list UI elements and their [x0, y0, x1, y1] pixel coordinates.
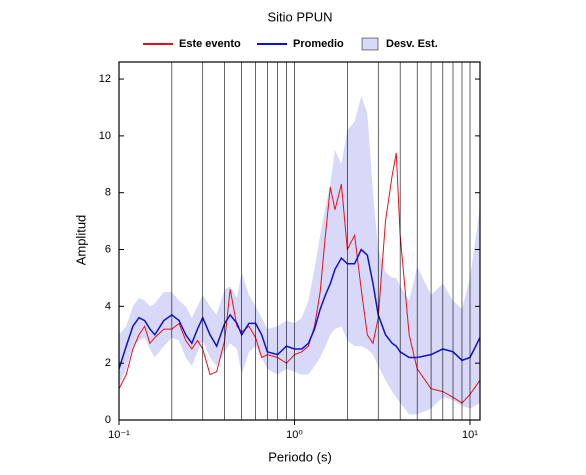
y-tick-label: 0	[105, 414, 111, 426]
y-tick-label: 10	[99, 130, 111, 142]
std-band	[119, 96, 480, 415]
y-axis-label: Amplitud	[73, 215, 88, 266]
y-tick-label: 4	[105, 300, 111, 312]
legend-label: Promedio	[293, 38, 344, 50]
y-tick-label: 8	[105, 187, 111, 199]
x-tick-label: 10¹	[462, 429, 478, 441]
plot-area: 0 2 4 6 8 10 12 10⁻¹ 10⁰ 10¹	[99, 61, 481, 441]
x-tick-label: 10⁰	[286, 429, 303, 441]
legend-swatch	[361, 37, 379, 51]
chart-title: Sitio PPUN	[267, 9, 332, 24]
y-tick-label: 12	[99, 73, 111, 85]
plot-data	[119, 96, 480, 415]
y-tick-label: 6	[105, 243, 111, 255]
x-tick-label: 10⁻¹	[108, 429, 130, 441]
plot-frame	[118, 61, 481, 421]
legend-label: Desv. Est.	[386, 38, 438, 50]
legend: Este evento Promedio Desv. Est.	[143, 37, 438, 51]
x-axis-label: Periodo (s)	[268, 449, 332, 464]
y-tick-label: 2	[105, 357, 111, 369]
legend-label: Este evento	[179, 38, 241, 50]
